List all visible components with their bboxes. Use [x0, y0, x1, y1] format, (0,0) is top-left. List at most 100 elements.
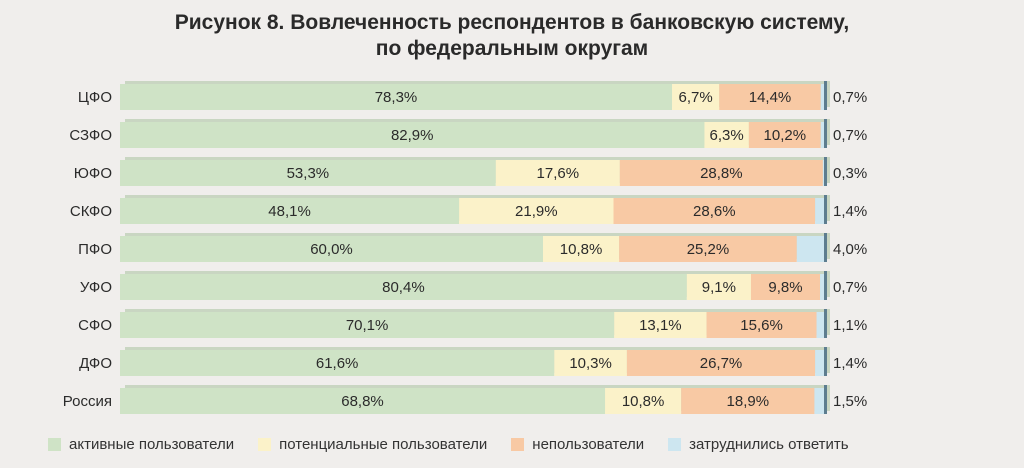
data-label-non-row-4: 25,2%	[687, 241, 730, 258]
data-label-non-row-7: 26,7%	[700, 355, 743, 372]
data-label-hard-row-3: 1,4%	[833, 203, 867, 220]
legend-label-non: непользователи	[532, 435, 645, 453]
category-label-row-0: ЦФО	[78, 89, 112, 106]
data-label-non-row-8: 18,9%	[727, 393, 770, 410]
bar-segment-potential-row-5	[686, 274, 751, 300]
bar-segment-potential-row-4	[543, 236, 620, 262]
bar-segment-hard-row-6	[816, 312, 825, 338]
category-label-row-5: УФО	[80, 279, 112, 296]
data-label-potential-row-6: 13,1%	[639, 317, 682, 334]
legend-swatch-active	[48, 437, 61, 451]
legend-item-non: непользователи	[511, 436, 644, 453]
bar-segment-hard-row-3	[815, 198, 825, 224]
bar-edge-row-4	[824, 233, 827, 262]
bar-edge-row-2	[824, 157, 827, 186]
bar-segment-hard-row-1	[820, 122, 826, 148]
data-label-non-row-2: 28,8%	[700, 165, 743, 182]
legend-swatch-potential	[258, 437, 272, 451]
bar-segment-active-row-7	[120, 350, 555, 376]
legend-swatch-hard	[668, 437, 682, 451]
data-label-hard-row-2: 0,3%	[833, 165, 867, 182]
legend-item-hard: затруднились ответить	[668, 435, 849, 453]
data-label-active-row-5: 80,4%	[382, 279, 425, 296]
data-label-active-row-1: 82,9%	[391, 127, 434, 144]
bar-segment-non-row-7	[626, 350, 816, 376]
category-label-row-4: ПФО	[78, 241, 112, 258]
data-label-potential-row-3: 21,9%	[515, 203, 558, 220]
data-label-hard-row-0: 0,7%	[833, 89, 867, 106]
legend-label-potential: потенциальные пользователи	[279, 435, 488, 453]
bar-segment-hard-row-2	[822, 160, 825, 186]
bar-segment-non-row-2	[619, 160, 823, 186]
data-label-active-row-7: 61,6%	[316, 355, 359, 372]
bar-segment-potential-row-7	[554, 350, 627, 376]
bar-segment-non-row-3	[613, 198, 816, 224]
bar-segment-hard-row-7	[815, 350, 825, 376]
data-label-potential-row-7: 10,3%	[569, 355, 612, 372]
data-label-non-row-5: 9,8%	[768, 279, 802, 296]
data-label-potential-row-2: 17,6%	[537, 165, 580, 182]
bar-segment-hard-row-4	[796, 236, 825, 262]
category-label-row-3: СКФО	[70, 203, 112, 220]
bar-segment-active-row-4	[120, 236, 543, 262]
bar-segment-potential-row-6	[614, 312, 707, 338]
data-label-active-row-6: 70,1%	[346, 317, 389, 334]
chart-title-line-1: Рисунок 8. Вовлеченность респондентов в …	[174, 11, 850, 34]
data-label-active-row-8: 68,8%	[341, 393, 384, 410]
bar-segment-active-row-6	[120, 312, 615, 338]
bar-segment-potential-row-2	[495, 160, 620, 186]
data-label-active-row-4: 60,0%	[310, 241, 353, 258]
legend-label-active: активные пользователи	[69, 435, 235, 453]
category-label-row-2: ЮФО	[74, 165, 112, 182]
data-label-potential-row-1: 6,3%	[710, 127, 744, 144]
data-label-potential-row-4: 10,8%	[560, 241, 603, 258]
data-label-active-row-0: 78,3%	[375, 89, 418, 106]
data-label-active-row-2: 53,3%	[287, 165, 330, 182]
bar-segment-non-row-4	[619, 236, 797, 262]
bar-segment-non-row-1	[748, 122, 821, 148]
data-label-hard-row-5: 0,7%	[833, 279, 867, 296]
data-label-hard-row-1: 0,7%	[833, 127, 867, 144]
bar-segment-non-row-0	[719, 84, 821, 110]
data-label-non-row-0: 14,4%	[749, 89, 792, 106]
bar-segment-active-row-2	[120, 160, 496, 186]
bar-edge-row-8	[824, 385, 827, 414]
bar-segment-hard-row-5	[820, 274, 825, 300]
data-label-active-row-3: 48,1%	[268, 203, 311, 220]
bar-segment-active-row-5	[120, 274, 687, 300]
bar-segment-active-row-8	[120, 388, 606, 414]
data-label-hard-row-6: 1,1%	[833, 317, 867, 334]
category-label-row-8: Россия	[63, 393, 112, 410]
data-label-non-row-1: 10,2%	[764, 127, 807, 144]
bar-edge-row-0	[824, 81, 827, 110]
category-label-row-7: ДФО	[79, 355, 112, 372]
bar-segment-non-row-5	[750, 274, 821, 300]
category-label-row-1: СЗФО	[69, 127, 112, 144]
legend-swatch-non	[511, 437, 525, 451]
data-label-potential-row-5: 9,1%	[702, 279, 736, 296]
legend-label-hard: затруднились ответить	[689, 435, 849, 453]
data-label-hard-row-8: 1,5%	[833, 393, 867, 410]
bar-edge-row-5	[824, 271, 827, 300]
bar-segment-active-row-0	[120, 84, 673, 110]
bar-segment-hard-row-0	[820, 84, 826, 110]
bar-edge-row-1	[824, 119, 827, 148]
data-label-hard-row-4: 4,0%	[833, 241, 867, 258]
chart-title: Рисунок 8. Вовлеченность респондентов в …	[0, 10, 1024, 62]
bar-segment-hard-row-8	[814, 388, 825, 414]
data-label-potential-row-0: 6,7%	[679, 89, 713, 106]
data-label-non-row-3: 28,6%	[693, 203, 736, 220]
category-label-row-6: СФО	[78, 317, 112, 334]
bar-segment-non-row-6	[706, 312, 817, 338]
bar-segment-non-row-8	[681, 388, 815, 414]
chart-title-line-2: по федеральным округам	[375, 37, 649, 60]
bar-edge-row-3	[824, 195, 827, 224]
bar-edge-row-7	[824, 347, 827, 376]
bar-segment-potential-row-0	[672, 84, 720, 110]
bar-segment-active-row-3	[120, 198, 460, 224]
bar-segment-potential-row-1	[704, 122, 749, 148]
legend-item-potential: потенциальные пользователи	[258, 436, 487, 453]
data-label-hard-row-7: 1,4%	[833, 355, 867, 372]
data-label-potential-row-8: 10,8%	[622, 393, 665, 410]
legend-item-active: активные пользователи	[48, 436, 234, 453]
